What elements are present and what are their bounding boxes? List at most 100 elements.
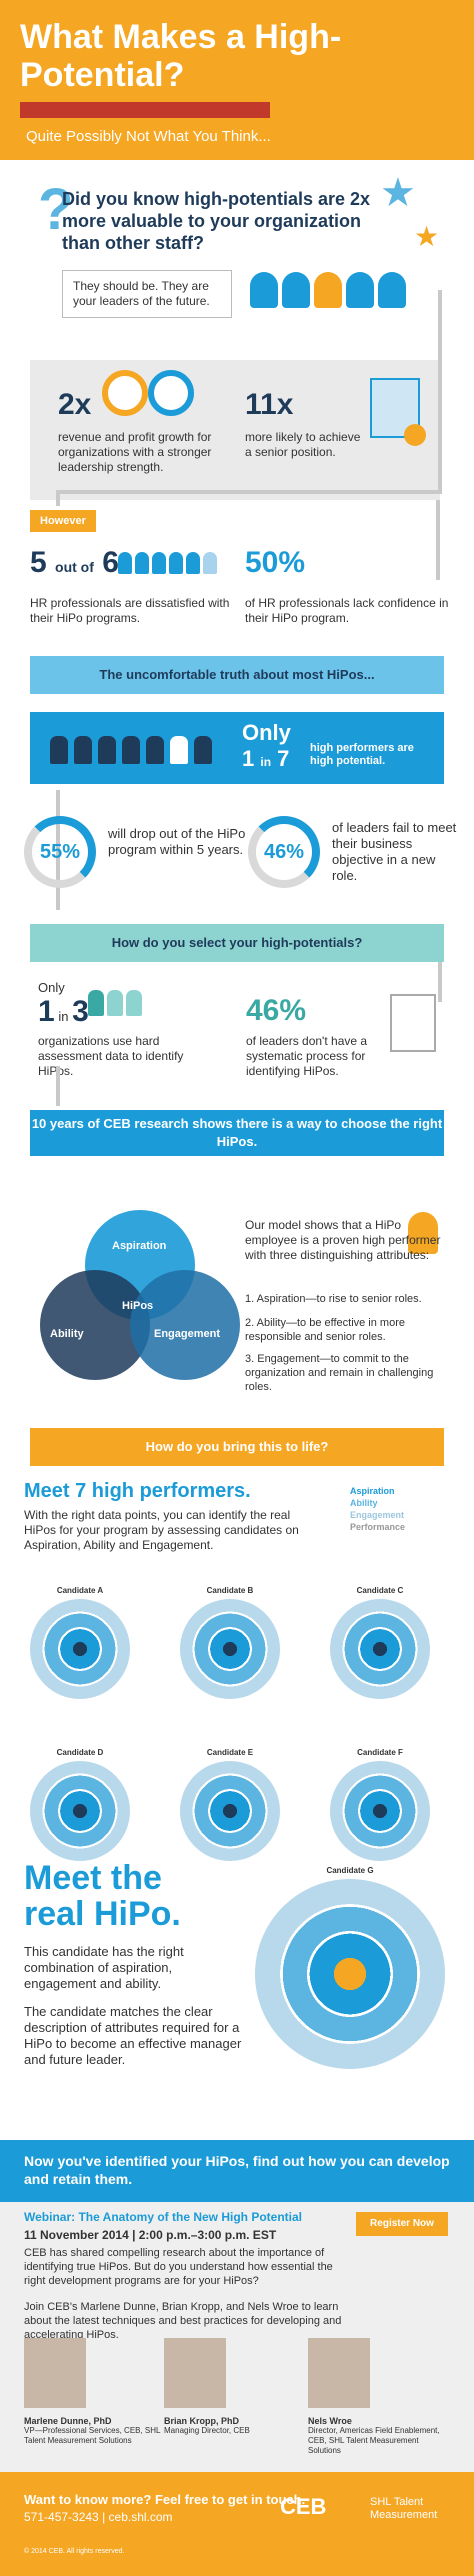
person-icon xyxy=(135,552,149,574)
person-icon xyxy=(194,736,212,764)
seal-icon xyxy=(404,424,426,446)
shl-logo-text: SHL Talent Measurement xyxy=(370,2496,438,2521)
copyright: © 2014 CEB. All rights reserved. xyxy=(24,2548,125,2555)
venn-label-ability: Ability xyxy=(50,1328,84,1340)
person-icon xyxy=(170,736,188,764)
person-icon xyxy=(346,272,374,308)
person-icon xyxy=(107,990,123,1016)
venn-label-engagement: Engagement xyxy=(154,1328,221,1340)
candidate-card: Candidate D xyxy=(20,1748,140,1861)
truth-banner: The uncomfortable truth about most HiPos… xyxy=(30,656,444,694)
connector-line xyxy=(56,490,442,494)
star-icon: ★ xyxy=(380,171,416,215)
ring-46: 46% xyxy=(248,816,320,888)
candidate-label: Candidate A xyxy=(56,1586,104,1595)
bring-banner: How do you bring this to life? xyxy=(30,1428,444,1466)
only-1-in-7-text: high performers are high potential. xyxy=(310,742,414,767)
footer-cta: Want to know more? Feel free to get in t… xyxy=(24,2492,306,2507)
person-icon xyxy=(98,736,116,764)
meet7-title: Meet 7 high performers. xyxy=(24,1480,251,1502)
person-icon xyxy=(378,272,406,308)
attribute-3: 3. Engagement—to commit to the organizat… xyxy=(245,1353,434,1393)
legend-item: Engagement xyxy=(350,1510,405,1520)
clipboard-icon xyxy=(390,994,436,1052)
person-icon xyxy=(282,272,310,308)
candidate-target xyxy=(330,1761,430,1861)
stat-2x: 2x xyxy=(58,388,92,421)
people-icons xyxy=(250,272,406,308)
person-icon xyxy=(74,736,92,764)
candidate-card: Candidate B xyxy=(170,1586,290,1699)
stat-11x-text: more likely to achieve a senior position… xyxy=(245,430,361,459)
connector-line xyxy=(56,1066,60,1106)
legend-item: Performance xyxy=(350,1522,406,1532)
person-row xyxy=(88,990,142,1016)
person-icon xyxy=(186,552,200,574)
candidate-card: Candidate F xyxy=(320,1748,440,1861)
real-hipo-title: Meet the real HiPo. xyxy=(24,1859,181,1933)
only-1-in-3: Only 1 in 3 xyxy=(38,980,89,1028)
real-hipo-text-1: This candidate has the right combination… xyxy=(24,1944,184,1991)
venn-circle-engagement xyxy=(130,1270,240,1380)
intro-question: Did you know high-potentials are 2x more… xyxy=(62,189,371,253)
legend-item: Aspiration xyxy=(350,1486,395,1496)
person-icon xyxy=(314,272,342,308)
speaker-photo xyxy=(308,2338,370,2408)
research-banner: 10 years of CEB research shows there is … xyxy=(30,1110,444,1156)
candidate-target xyxy=(30,1761,130,1861)
stat-2x-text: revenue and profit growth for organizati… xyxy=(58,430,212,474)
person-row xyxy=(118,552,217,574)
webinar-section: Webinar: The Anatomy of the New High Pot… xyxy=(0,2202,474,2472)
candidate-label: Candidate D xyxy=(56,1748,104,1757)
person-icon xyxy=(122,736,140,764)
candidate-target xyxy=(180,1761,280,1861)
connector-line xyxy=(436,500,440,580)
however-badge: However xyxy=(30,510,96,532)
candidate-target xyxy=(255,1879,445,2069)
header: What Makes a High-Potential? Quite Possi… xyxy=(0,0,474,160)
webinar-text-2: Join CEB's Marlene Dunne, Brian Kropp, a… xyxy=(24,2301,342,2341)
candidate-card: Candidate E xyxy=(170,1748,290,1861)
candidate-target xyxy=(330,1599,430,1699)
speaker-photo xyxy=(24,2338,86,2408)
real-hipo-text-2: The candidate matches the clear descript… xyxy=(24,2004,242,2067)
candidate-label: Candidate G xyxy=(326,1866,374,1875)
question-mark-icon: ? xyxy=(38,177,74,242)
title-underline xyxy=(20,102,270,118)
person-icon xyxy=(203,552,217,574)
only-1-in-7-panel: Only 1 in 7 high performers are high pote… xyxy=(30,712,444,784)
hard-data-text: organizations use hard assessment data t… xyxy=(38,1034,184,1078)
page-title: What Makes a High-Potential? xyxy=(20,18,342,94)
register-button[interactable]: Register Now xyxy=(356,2212,448,2236)
footer-contact[interactable]: 571-457-3243 | ceb.shl.com xyxy=(24,2510,173,2524)
speaker: Nels Wroe Director, Americas Field Enable… xyxy=(308,2338,448,2456)
candidate-card: Candidate C xyxy=(320,1586,440,1699)
venn-diagram: Aspiration Ability Engagement HiPos xyxy=(40,1210,240,1390)
dissatisfied-text: HR professionals are dissatisfied with t… xyxy=(30,596,230,625)
connector-line xyxy=(438,290,442,490)
candidate-target xyxy=(30,1599,130,1699)
legend: Aspiration Ability Engagement Performanc… xyxy=(350,1485,405,1533)
meet7-text: With the right data points, you can iden… xyxy=(24,1508,299,1552)
speaker: Marlene Dunne, PhD VP—Professional Servic… xyxy=(24,2338,164,2446)
systematic-text: of leaders don't have a systematic proce… xyxy=(246,1034,368,1078)
person-icon xyxy=(50,736,68,764)
identify-banner: Now you've identified your HiPos, find o… xyxy=(0,2140,474,2202)
person-icon xyxy=(88,990,104,1016)
connector-line xyxy=(56,490,60,506)
candidate-label: Candidate E xyxy=(206,1748,254,1757)
person-icon xyxy=(169,552,183,574)
venn-label-hipos: HiPos xyxy=(122,1300,154,1312)
speech-bubble: They should be. They are your leaders of… xyxy=(62,270,232,318)
attribute-1: 1. Aspiration—to rise to senior roles. xyxy=(245,1293,422,1305)
candidate-g: Candidate G xyxy=(250,1866,450,2069)
attribute-2: 2. Ability—to be effective in more respo… xyxy=(245,1317,405,1343)
only-1-in-7: Only 1 in 7 xyxy=(242,720,291,771)
person-icon xyxy=(118,552,132,574)
webinar-text-1: CEB has shared compelling research about… xyxy=(24,2247,333,2287)
certificate-icon xyxy=(370,378,426,446)
webinar-title: Webinar: The Anatomy of the New High Pot… xyxy=(24,2210,303,2224)
candidate-label: Candidate F xyxy=(357,1748,403,1757)
connector-line xyxy=(438,962,442,1002)
